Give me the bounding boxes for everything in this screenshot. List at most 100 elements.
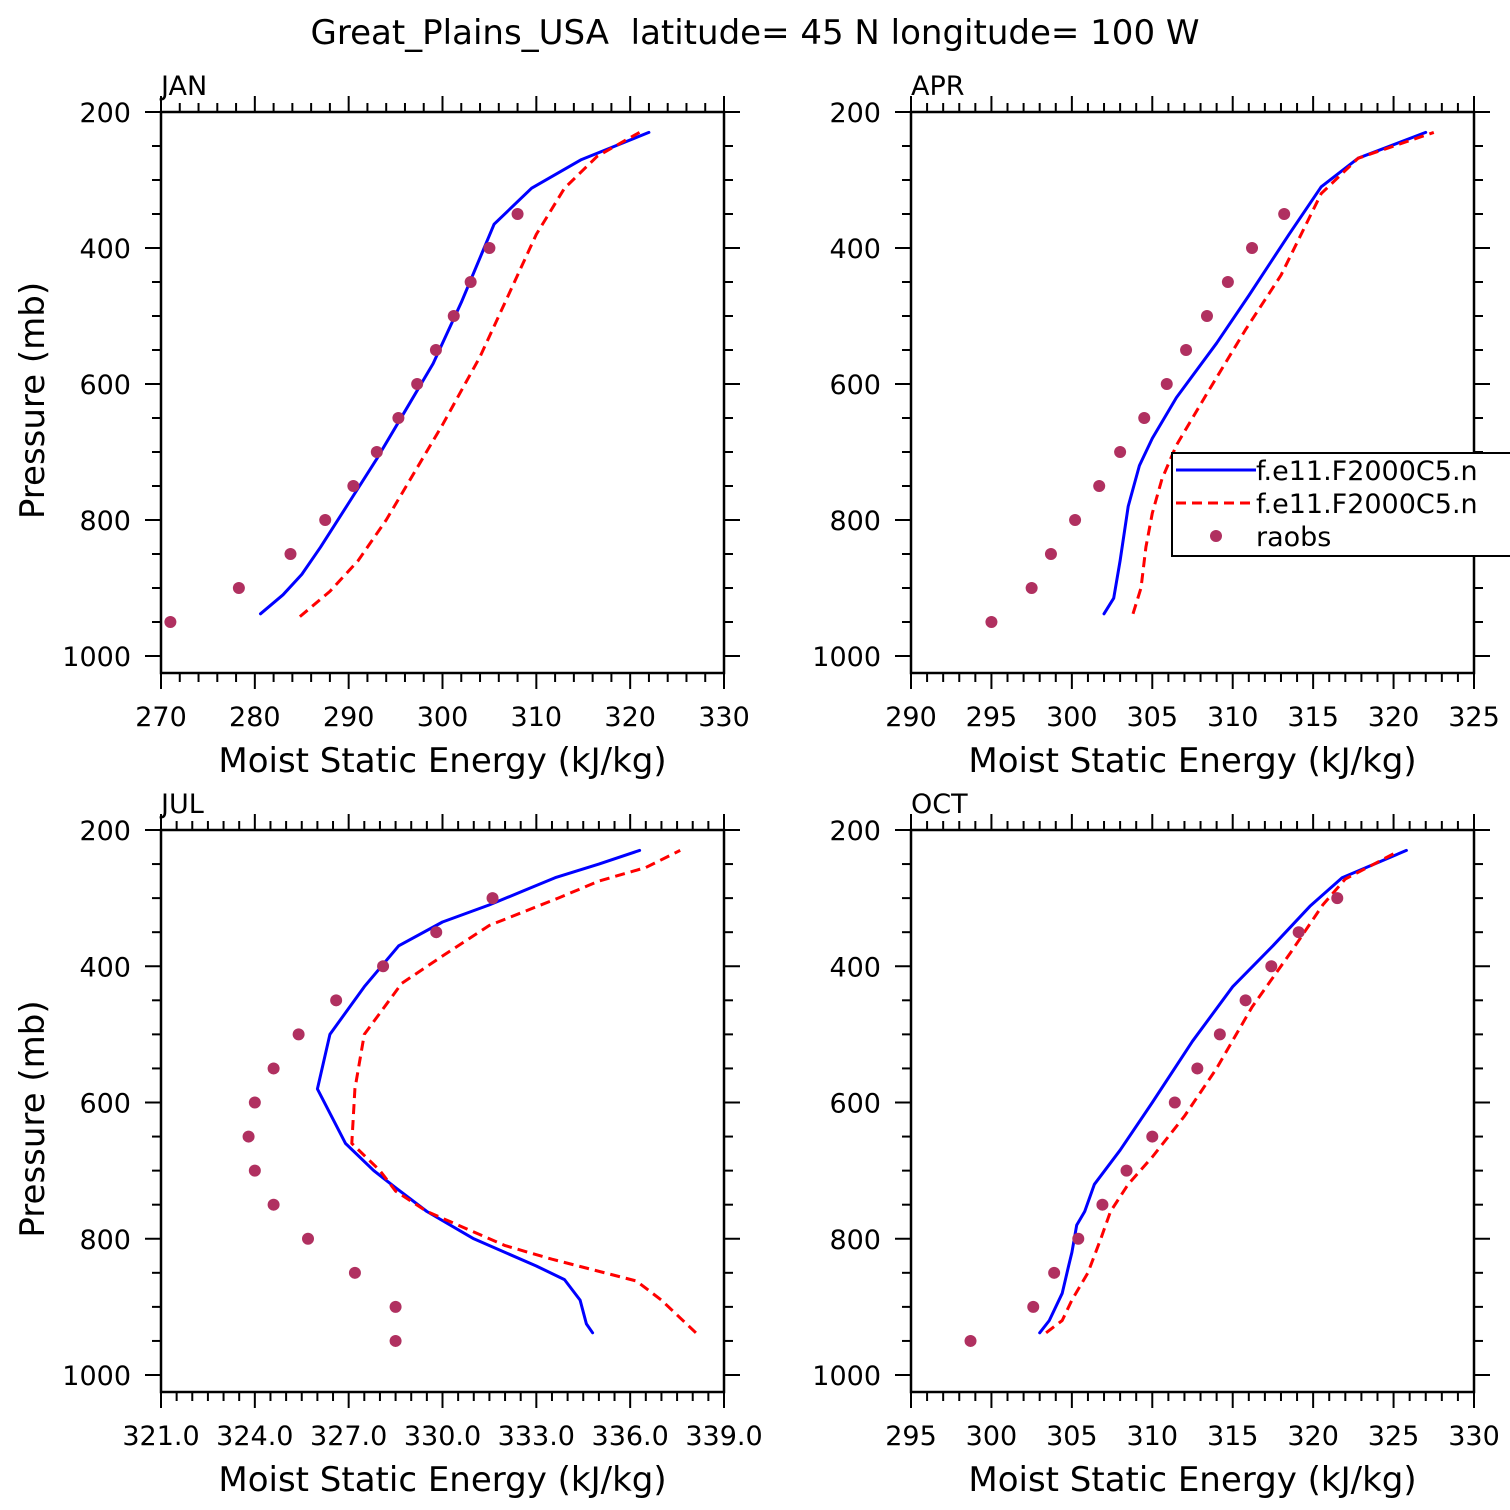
series-group bbox=[164, 130, 651, 628]
x-tick-label: 330.0 bbox=[404, 1421, 481, 1452]
raobs-point bbox=[1191, 1062, 1204, 1075]
raobs-point bbox=[1331, 892, 1344, 905]
x-tick-label: 325 bbox=[1448, 702, 1500, 733]
series-group bbox=[242, 848, 697, 1347]
raobs-point bbox=[429, 344, 442, 356]
y-tick-label: 600 bbox=[79, 1089, 131, 1120]
series-group bbox=[964, 848, 1408, 1347]
x-tick-label: 310 bbox=[1207, 702, 1259, 733]
raobs-point bbox=[389, 1334, 402, 1347]
y-tick-label: 1000 bbox=[812, 1361, 881, 1392]
x-tick-label: 315 bbox=[1287, 702, 1339, 733]
raobs-point bbox=[284, 548, 297, 560]
y-tick-label: 600 bbox=[829, 370, 881, 401]
raobs-point bbox=[1168, 1096, 1181, 1109]
figure-title: Great_Plains_USA latitude= 45 N longitud… bbox=[311, 13, 1200, 53]
raobs-point bbox=[430, 926, 443, 939]
raobs-point bbox=[330, 994, 343, 1007]
panel-label: APR bbox=[911, 71, 965, 102]
y-tick-label: 400 bbox=[79, 952, 131, 983]
raobs-point bbox=[483, 242, 496, 254]
x-tick-label: 305 bbox=[1046, 1421, 1098, 1452]
raobs-point bbox=[1221, 276, 1234, 288]
raobs-point bbox=[447, 310, 460, 322]
x-tick-label: 336.0 bbox=[592, 1421, 669, 1452]
raobs-point bbox=[985, 616, 998, 628]
raobs-point bbox=[1027, 1300, 1040, 1313]
raobs-point bbox=[347, 480, 360, 492]
model1-line bbox=[259, 130, 651, 616]
plot-frame bbox=[159, 828, 726, 1394]
raobs-point bbox=[1146, 1130, 1159, 1143]
raobs-point bbox=[411, 378, 424, 390]
raobs-point bbox=[242, 1130, 255, 1143]
series-group bbox=[985, 130, 1435, 628]
x-tick-label: 310 bbox=[511, 702, 563, 733]
x-tick-label: 295 bbox=[966, 702, 1018, 733]
plot-frame bbox=[909, 828, 1476, 1394]
x-tick-label: 300 bbox=[417, 702, 469, 733]
raobs-point bbox=[1213, 1028, 1226, 1041]
raobs-point bbox=[486, 892, 499, 905]
model1-line bbox=[1102, 130, 1428, 616]
raobs-point bbox=[1239, 994, 1252, 1007]
raobs-point bbox=[511, 208, 524, 220]
x-tick-label: 290 bbox=[885, 702, 937, 733]
y-tick-label: 1000 bbox=[62, 642, 131, 673]
x-tick-label: 305 bbox=[1127, 702, 1179, 733]
model2-line bbox=[298, 131, 641, 618]
raobs-point bbox=[964, 1334, 977, 1347]
raobs-point bbox=[1278, 208, 1291, 220]
panel-jul: 200 400 600 800 1000 321.0 324.0 327.0 330.0 333.… bbox=[13, 789, 763, 1500]
panel-label: OCT bbox=[911, 789, 968, 820]
legend-marker-raobs bbox=[1210, 530, 1222, 542]
raobs-point bbox=[1096, 1198, 1109, 1211]
raobs-point bbox=[370, 446, 383, 458]
raobs-point bbox=[348, 1266, 361, 1279]
y-tick-label: 1000 bbox=[62, 1361, 131, 1392]
raobs-point bbox=[319, 514, 332, 526]
raobs-point bbox=[1048, 1266, 1061, 1279]
x-tick-label: 325 bbox=[1368, 1421, 1420, 1452]
x-axis-label: Moist Static Energy (kJ/kg) bbox=[968, 741, 1416, 781]
y-tick-label: 1000 bbox=[812, 642, 881, 673]
y-tick-label: 800 bbox=[829, 1225, 881, 1256]
y-tick-label: 600 bbox=[829, 1089, 881, 1120]
raobs-point bbox=[1292, 926, 1305, 939]
raobs-point bbox=[1093, 480, 1106, 492]
x-axis-label: Moist Static Energy (kJ/kg) bbox=[968, 1460, 1416, 1500]
raobs-point bbox=[1072, 1232, 1085, 1245]
model1-line bbox=[1038, 848, 1408, 1335]
raobs-point bbox=[292, 1028, 305, 1041]
panel-label: JUL bbox=[159, 789, 204, 820]
x-tick-label: 324.0 bbox=[216, 1421, 293, 1452]
plot-frame bbox=[909, 110, 1476, 675]
model2-line bbox=[1045, 852, 1395, 1334]
raobs-point bbox=[1246, 242, 1259, 254]
raobs-point bbox=[1160, 378, 1173, 390]
raobs-point bbox=[1069, 514, 1082, 526]
raobs-point bbox=[377, 960, 390, 973]
y-axis-label: Pressure (mb) bbox=[13, 282, 53, 519]
legend-label: f.e11.F2000C5.n bbox=[1256, 456, 1478, 487]
x-tick-label: 339.0 bbox=[685, 1421, 762, 1452]
raobs-point bbox=[1200, 310, 1213, 322]
plot-frame bbox=[159, 110, 726, 675]
y-tick-label: 800 bbox=[79, 1225, 131, 1256]
y-tick-label: 200 bbox=[829, 816, 881, 847]
x-tick-label: 290 bbox=[323, 702, 375, 733]
x-tick-label: 280 bbox=[229, 702, 281, 733]
x-tick-label: 295 bbox=[885, 1421, 937, 1452]
x-tick-label: 321.0 bbox=[122, 1421, 199, 1452]
x-tick-label: 320 bbox=[1287, 1421, 1339, 1452]
x-tick-label: 270 bbox=[135, 702, 187, 733]
raobs-point bbox=[392, 412, 405, 424]
model1-line bbox=[315, 848, 642, 1335]
x-axis-label: Moist Static Energy (kJ/kg) bbox=[218, 1460, 666, 1500]
x-tick-label: 310 bbox=[1127, 1421, 1179, 1452]
